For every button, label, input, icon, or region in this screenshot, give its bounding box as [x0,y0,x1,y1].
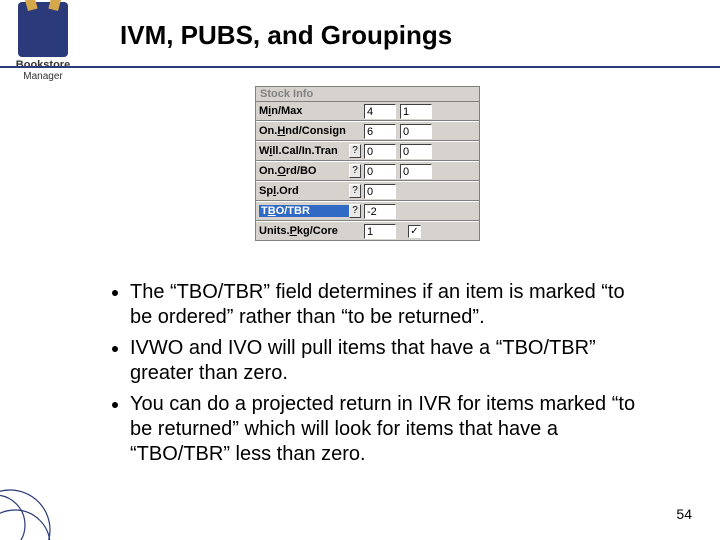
value-field-1[interactable]: 1 [364,224,396,239]
bullet-list: The “TBO/TBR” field determines if an ite… [90,280,650,473]
value-field-1[interactable]: 0 [364,144,396,159]
stock-row: TBO/TBR?-2 [256,202,479,220]
help-icon[interactable]: ? [349,164,361,178]
stock-row: On.Ord/BO?00 [256,162,479,180]
logo-text-2: Manager [8,71,78,82]
row-label: On.Ord/BO [259,165,349,177]
value-field-1[interactable]: 6 [364,124,396,139]
value-field-2[interactable]: 0 [400,144,432,159]
stock-row: On.Hnd/Consign 60 [256,122,479,140]
bullet-item: IVWO and IVO will pull items that have a… [130,336,650,386]
row-label: TBO/TBR [259,205,349,217]
stock-row: Min/Max 41 [256,102,479,120]
stock-row: Spl.Ord?0 [256,182,479,200]
help-icon[interactable]: ? [349,184,361,198]
value-field-2[interactable]: 1 [400,104,432,119]
value-field-1[interactable]: 0 [364,164,396,179]
bullet-item: You can do a projected return in IVR for… [130,392,650,467]
title-rule [0,66,720,68]
value-field-1[interactable]: 4 [364,104,396,119]
row-label: Will.Cal/In.Tran [259,145,349,157]
value-field-1[interactable]: -2 [364,204,396,219]
row-label: Min/Max [259,105,349,117]
row-label: Units.Pkg/Core [259,225,349,237]
panel-group-title: Stock Info [256,87,479,102]
value-field-2[interactable]: 0 [400,164,432,179]
row-label: On.Hnd/Consign [259,125,349,137]
logo-text-1: Bookstore [8,59,78,71]
logo-graphic [18,2,68,57]
help-icon[interactable]: ? [349,204,361,218]
page-number: 54 [676,506,692,522]
help-icon[interactable]: ? [349,144,361,158]
stock-row: Units.Pkg/Core 1 ✓ [256,222,479,240]
value-field-2[interactable]: 0 [400,124,432,139]
row-label: Spl.Ord [259,185,349,197]
core-checkbox[interactable]: ✓ [408,225,421,238]
bookstore-manager-logo: Bookstore Manager [8,2,78,87]
stock-info-panel: Stock Info Min/Max41On.Hnd/Consign60Will… [255,86,480,241]
corner-decoration [0,470,60,540]
slide-title: IVM, PUBS, and Groupings [120,20,452,51]
bullet-item: The “TBO/TBR” field determines if an ite… [130,280,650,330]
stock-row: Will.Cal/In.Tran?00 [256,142,479,160]
value-field-1[interactable]: 0 [364,184,396,199]
